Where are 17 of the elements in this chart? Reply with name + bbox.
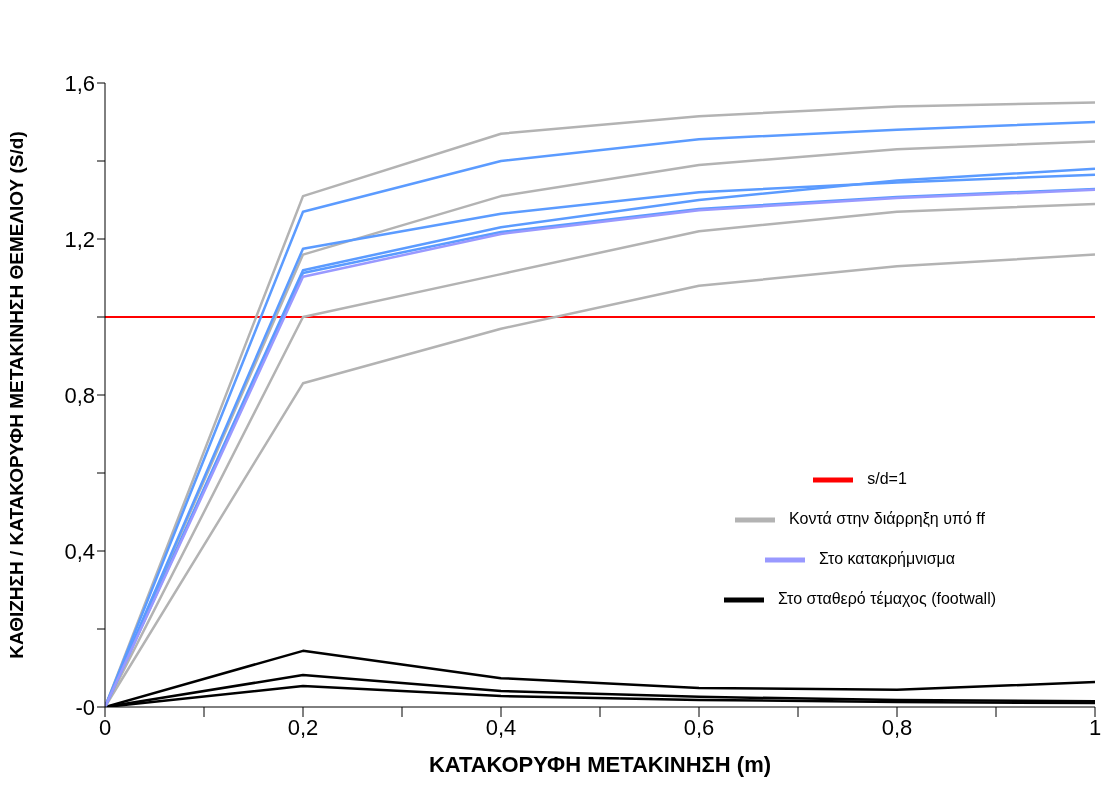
legend-label: s/d=1: [867, 470, 907, 488]
x-tick-label: 0,4: [485, 714, 517, 740]
x-tick-label: 1: [1088, 714, 1102, 740]
x-tick-label: 0,6: [683, 714, 715, 740]
y-tick-label: -0: [75, 694, 95, 720]
y-tick-label: 0,8: [64, 382, 95, 408]
y-tick-label: 1,6: [64, 70, 95, 96]
y-tick-label: 1,2: [64, 226, 95, 252]
x-tick-label: 0,8: [881, 714, 913, 740]
x-tick-label: 0: [98, 714, 112, 740]
legend-label: Στο σταθερό τέμαχος (footwall): [777, 590, 997, 608]
x-axis-title: ΚΑΤΑΚΟΡΥΦΗ ΜΕΤΑΚΙΝΗΣΗ (m): [428, 752, 772, 777]
legend-label: Στο κατακρήμνισμα: [818, 550, 956, 568]
y-tick-label: 0,4: [64, 538, 95, 564]
legend-label: Κοντά στην διάρρηξη υπό ff: [789, 510, 985, 528]
x-tick-label: 0,2: [287, 714, 319, 740]
y-axis-title: ΚΑΘΙΖΗΣΗ / ΚΑΤΑΚΟΡΥΦΗ ΜΕΤΑΚΙΝΗΣΗ ΘΕΜΕΛΙΟΥ (S/d): [5, 131, 27, 659]
